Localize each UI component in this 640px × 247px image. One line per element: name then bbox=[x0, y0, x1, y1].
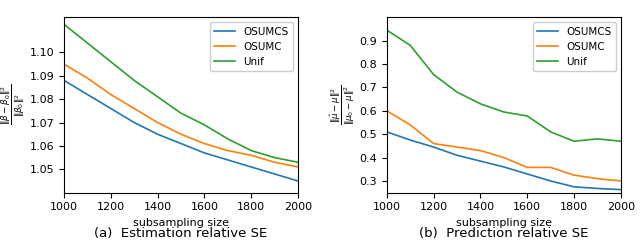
Unif bbox=[453, 91, 461, 94]
Unif bbox=[430, 73, 438, 76]
Line: OSUMC: OSUMC bbox=[387, 111, 621, 181]
OSUMC bbox=[547, 166, 554, 169]
OSUMC bbox=[271, 161, 278, 164]
Unif bbox=[224, 137, 232, 140]
Unif bbox=[524, 114, 531, 117]
Line: OSUMCS: OSUMCS bbox=[64, 81, 298, 181]
OSUMCS bbox=[107, 107, 115, 110]
OSUMCS bbox=[617, 188, 625, 191]
Unif bbox=[294, 161, 302, 164]
Line: OSUMC: OSUMC bbox=[64, 64, 298, 167]
OSUMCS bbox=[570, 185, 578, 188]
OSUMCS bbox=[224, 158, 232, 161]
OSUMC bbox=[383, 109, 390, 112]
OSUMC bbox=[593, 177, 601, 180]
OSUMCS bbox=[383, 130, 390, 133]
OSUMCS bbox=[593, 187, 601, 190]
Unif bbox=[406, 44, 414, 47]
Y-axis label: $\frac{\|\hat{\beta}-\beta_0\|^2}{\|\beta_0\|^2}$: $\frac{\|\hat{\beta}-\beta_0\|^2}{\|\bet… bbox=[0, 84, 27, 125]
OSUMC bbox=[107, 93, 115, 96]
OSUMC bbox=[524, 166, 531, 169]
Unif bbox=[131, 79, 138, 82]
OSUMCS bbox=[430, 145, 438, 148]
Unif bbox=[383, 29, 390, 32]
OSUMCS bbox=[406, 139, 414, 142]
OSUMCS bbox=[131, 121, 138, 124]
OSUMCS bbox=[453, 154, 461, 157]
Line: Unif: Unif bbox=[387, 30, 621, 141]
Unif bbox=[271, 156, 278, 159]
OSUMC bbox=[617, 180, 625, 183]
OSUMCS bbox=[84, 93, 92, 96]
OSUMC bbox=[570, 174, 578, 177]
Unif bbox=[593, 137, 601, 140]
Line: OSUMCS: OSUMCS bbox=[387, 132, 621, 190]
Unif bbox=[477, 102, 484, 105]
OSUMCS bbox=[247, 165, 255, 168]
Unif bbox=[617, 140, 625, 143]
X-axis label: subsampling size: subsampling size bbox=[133, 218, 229, 228]
OSUMCS bbox=[271, 172, 278, 175]
OSUMCS bbox=[154, 133, 161, 136]
OSUMC bbox=[500, 156, 508, 159]
OSUMC bbox=[131, 107, 138, 110]
Y-axis label: $\frac{\|\hat{\mu}-\mu\|^2}{\|\mu_0-\mu\|^2}$: $\frac{\|\hat{\mu}-\mu\|^2}{\|\mu_0-\mu\… bbox=[328, 84, 356, 125]
Unif bbox=[84, 41, 92, 44]
Legend: OSUMCS, OSUMC, Unif: OSUMCS, OSUMC, Unif bbox=[533, 22, 616, 71]
Line: Unif: Unif bbox=[64, 24, 298, 162]
OSUMCS bbox=[294, 180, 302, 183]
Unif bbox=[154, 95, 161, 98]
Unif bbox=[60, 23, 68, 26]
OSUMC bbox=[154, 121, 161, 124]
OSUMC bbox=[247, 154, 255, 157]
Unif bbox=[500, 110, 508, 113]
OSUMC bbox=[84, 77, 92, 80]
OSUMCS bbox=[177, 142, 185, 145]
Text: (a)  Estimation relative SE: (a) Estimation relative SE bbox=[94, 227, 268, 240]
Unif bbox=[570, 140, 578, 143]
Legend: OSUMCS, OSUMC, Unif: OSUMCS, OSUMC, Unif bbox=[210, 22, 292, 71]
OSUMCS bbox=[500, 165, 508, 168]
OSUMCS bbox=[477, 160, 484, 163]
OSUMCS bbox=[524, 172, 531, 175]
Unif bbox=[200, 123, 208, 126]
OSUMC bbox=[294, 165, 302, 168]
Unif bbox=[177, 112, 185, 115]
Text: (b)  Prediction relative SE: (b) Prediction relative SE bbox=[419, 227, 589, 240]
OSUMC bbox=[406, 123, 414, 126]
Unif bbox=[247, 149, 255, 152]
OSUMC bbox=[477, 149, 484, 152]
OSUMC bbox=[177, 133, 185, 136]
OSUMC bbox=[430, 142, 438, 145]
OSUMCS bbox=[60, 79, 68, 82]
OSUMC bbox=[224, 149, 232, 152]
OSUMC bbox=[453, 145, 461, 148]
Unif bbox=[547, 130, 554, 133]
OSUMC bbox=[200, 142, 208, 145]
X-axis label: subsampling size: subsampling size bbox=[456, 218, 552, 228]
OSUMC bbox=[60, 62, 68, 65]
Unif bbox=[107, 60, 115, 63]
OSUMCS bbox=[200, 151, 208, 154]
OSUMCS bbox=[547, 180, 554, 183]
